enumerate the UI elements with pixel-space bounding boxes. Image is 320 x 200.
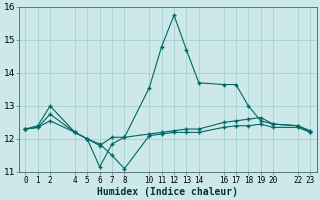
X-axis label: Humidex (Indice chaleur): Humidex (Indice chaleur) xyxy=(97,186,238,197)
